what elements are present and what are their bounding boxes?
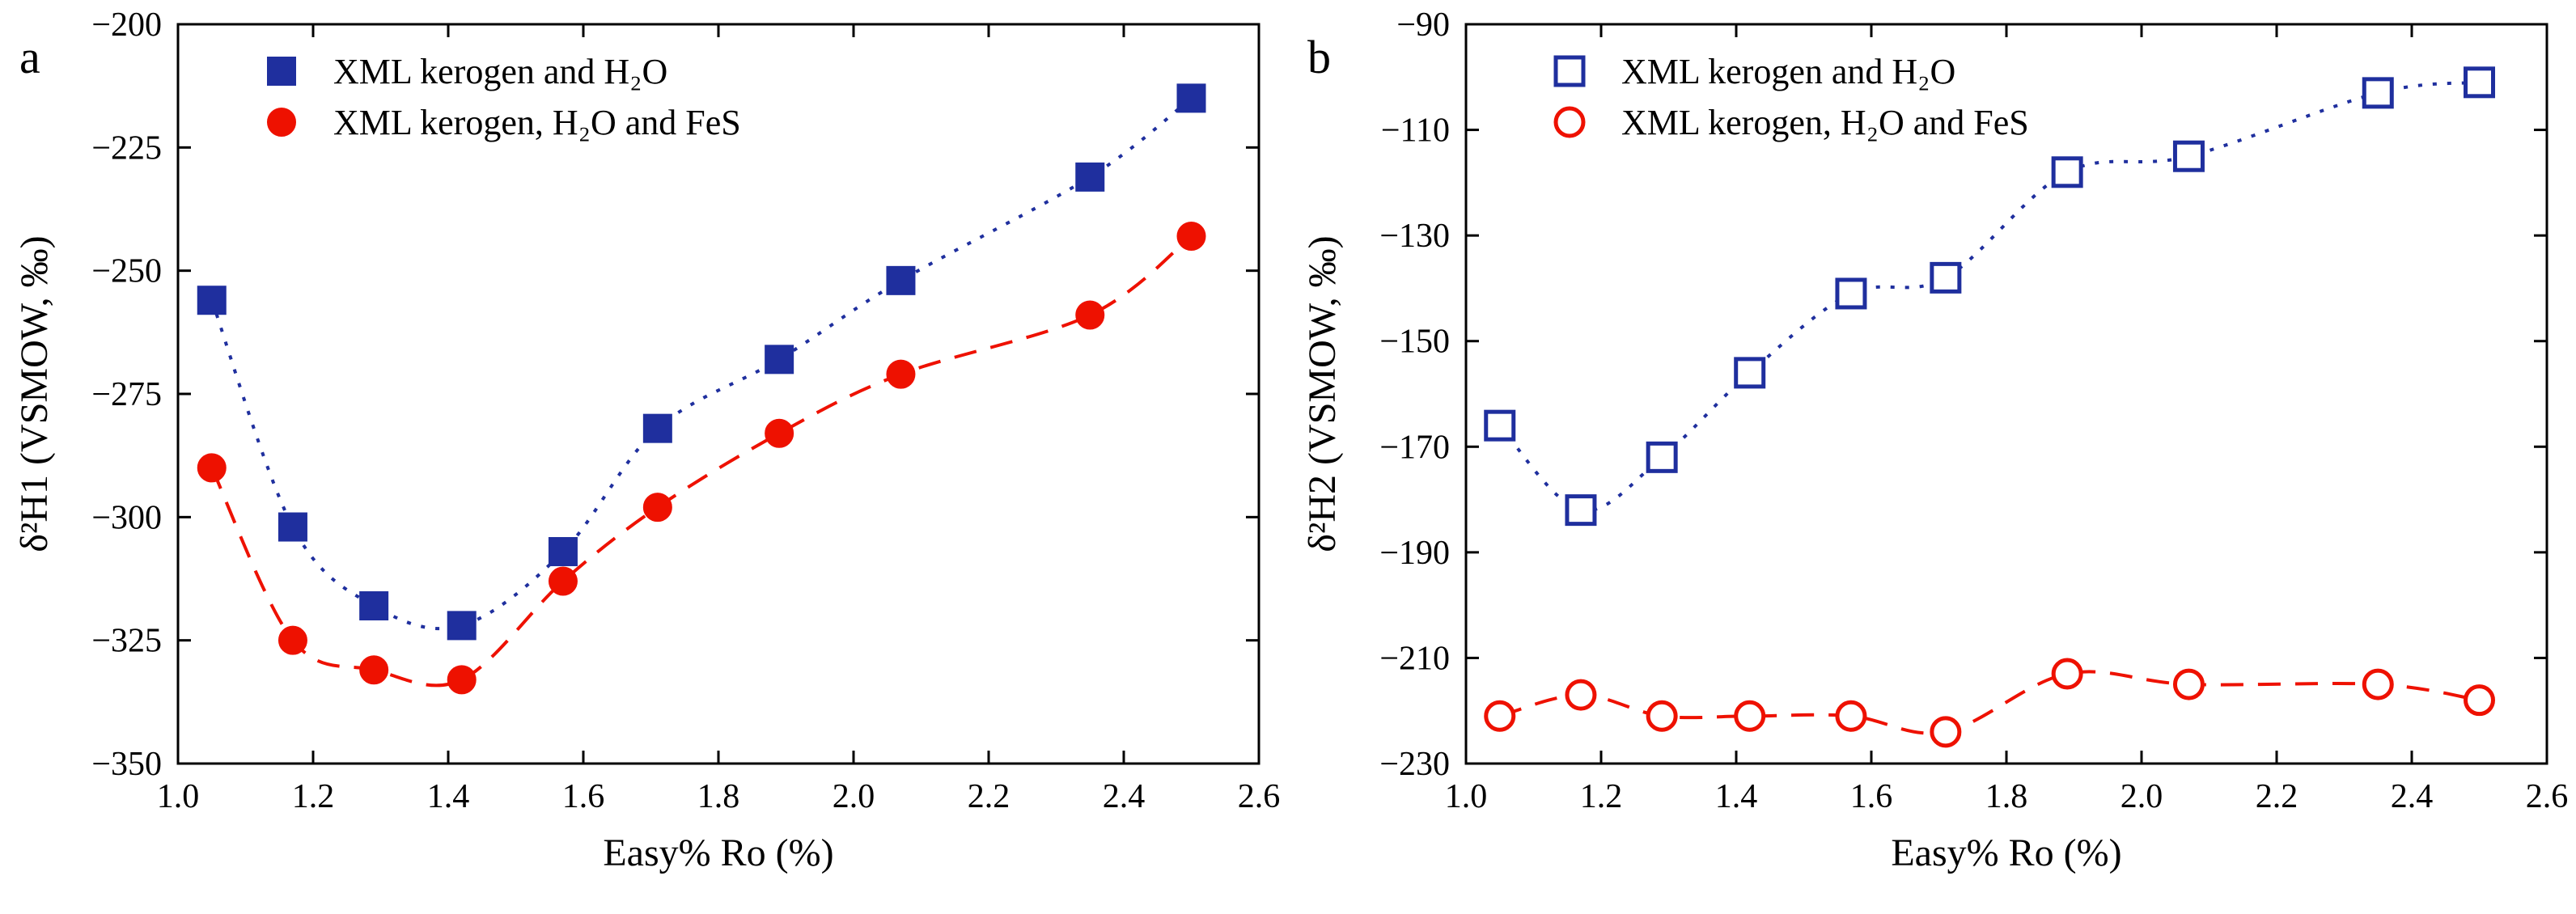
data-point-circle	[1565, 679, 1597, 711]
x-tick-label: 2.0	[833, 778, 875, 815]
x-tick-label: 1.4	[1715, 778, 1758, 815]
x-tick-label: 2.4	[1103, 778, 1146, 815]
legend-label: XML kerogen, H₂O and FeS	[333, 103, 741, 142]
data-point-square	[1565, 494, 1597, 527]
y-axis-label-b: δ²H2 (VSMOW, ‰)	[1301, 235, 1344, 552]
x-axis-label-b: Easy% Ro (%)	[1891, 831, 2121, 874]
data-point-circle	[1835, 700, 1867, 732]
legend-marker-square	[1553, 55, 1586, 87]
y-tick-label: −90	[1396, 6, 1450, 44]
y-tick-label: −210	[1379, 640, 1450, 677]
y-tick-label: −250	[91, 253, 162, 290]
y-tick-label: −325	[91, 623, 162, 660]
y-tick-label: −230	[1379, 746, 1450, 783]
x-tick-label: 2.6	[1238, 778, 1281, 815]
data-point-circle	[886, 359, 916, 389]
x-tick-label: 2.0	[2121, 778, 2163, 815]
data-point-square	[2172, 140, 2205, 172]
y-tick-label: −300	[91, 499, 162, 536]
x-tick-label: 1.0	[1445, 778, 1488, 815]
data-point-circle	[642, 493, 672, 523]
data-point-square	[447, 611, 477, 641]
panel-b-letter: b	[1307, 31, 1331, 83]
x-tick-label: 2.2	[2256, 778, 2298, 815]
data-point-circle	[278, 625, 307, 655]
x-tick-label: 1.6	[1850, 778, 1893, 815]
y-tick-label: −225	[91, 129, 162, 167]
data-point-circle	[2362, 668, 2394, 700]
series-line	[210, 96, 1193, 631]
legend-marker-square	[267, 57, 296, 86]
legend-marker-circle	[1553, 106, 1586, 138]
data-point-square	[1646, 441, 1678, 473]
data-point-circle	[2464, 684, 2495, 717]
data-point-circle	[447, 665, 477, 695]
data-point-square	[278, 512, 307, 542]
data-point-square	[1930, 261, 1962, 294]
legend-label: XML kerogen, H₂O and FeS	[1621, 103, 2029, 142]
data-point-circle	[359, 655, 389, 685]
data-point-square	[765, 345, 794, 374]
x-tick-label: 2.2	[968, 778, 1010, 815]
data-point-square	[1176, 83, 1206, 113]
data-point-circle	[1075, 300, 1105, 330]
data-point-square	[359, 591, 389, 621]
chart-panel-a: a Easy% Ro (%) δ²H1 (VSMOW, ‰) 1.0 1.2 1.4…	[13, 6, 1281, 874]
data-point-circle	[765, 418, 794, 448]
panel-a-letter: a	[19, 31, 40, 83]
y-tick-label: −350	[91, 746, 162, 783]
x-tick-label: 1.8	[697, 778, 740, 815]
y-tick-label: −170	[1379, 429, 1450, 466]
data-point-square	[886, 265, 916, 295]
data-point-circle	[1176, 222, 1206, 252]
data-point-square	[642, 413, 672, 443]
data-point-square	[1484, 409, 1516, 442]
data-point-square	[1734, 357, 1766, 389]
legend-label: XML kerogen and H₂O	[1621, 52, 1955, 91]
data-point-circle	[2172, 668, 2205, 700]
series-line	[210, 235, 1193, 688]
data-point-square	[2464, 66, 2495, 99]
x-axis-label-a: Easy% Ro (%)	[603, 831, 833, 874]
chart-a-canvas: a Easy% Ro (%) δ²H1 (VSMOW, ‰) 1.0 1.2 1.4…	[13, 6, 1281, 874]
y-tick-label: −110	[1381, 112, 1450, 150]
x-tick-label: 1.2	[292, 778, 335, 815]
data-point-square	[197, 286, 227, 315]
series-line	[1499, 670, 2480, 735]
data-point-square	[548, 536, 578, 566]
chart-b-canvas: b Easy% Ro (%) δ²H2 (VSMOW, ‰) 1.0 1.2 1.4…	[1301, 6, 2569, 874]
x-tick-label: 1.4	[427, 778, 470, 815]
data-point-circle	[1930, 716, 1962, 748]
data-point-square	[2362, 77, 2394, 109]
data-point-circle	[1646, 700, 1678, 732]
x-tick-label: 1.6	[562, 778, 605, 815]
x-tick-label: 1.0	[157, 778, 200, 815]
x-tick-label: 1.8	[1985, 778, 2028, 815]
chart-panel-b: b Easy% Ro (%) δ²H2 (VSMOW, ‰) 1.0 1.2 1.4…	[1288, 0, 2576, 914]
x-tick-label: 2.6	[2526, 778, 2569, 815]
legend-marker-circle	[267, 108, 296, 137]
data-point-circle	[2051, 658, 2083, 690]
y-tick-label: −200	[91, 6, 162, 44]
data-point-circle	[1484, 700, 1516, 732]
y-tick-label: −190	[1379, 535, 1450, 572]
data-point-circle	[1734, 700, 1766, 732]
data-point-circle	[197, 453, 227, 483]
data-point-square	[1075, 162, 1105, 192]
data-point-circle	[548, 566, 578, 596]
data-point-square	[2051, 156, 2083, 188]
data-point-square	[1835, 277, 1867, 310]
legend-label: XML kerogen and H₂O	[333, 52, 667, 91]
y-tick-label: −130	[1379, 218, 1450, 255]
x-tick-label: 1.2	[1580, 778, 1623, 815]
y-axis-label-a: δ²H1 (VSMOW, ‰)	[13, 235, 56, 552]
x-tick-label: 2.4	[2391, 778, 2434, 815]
y-tick-label: −275	[91, 376, 162, 413]
y-tick-label: −150	[1379, 324, 1450, 361]
